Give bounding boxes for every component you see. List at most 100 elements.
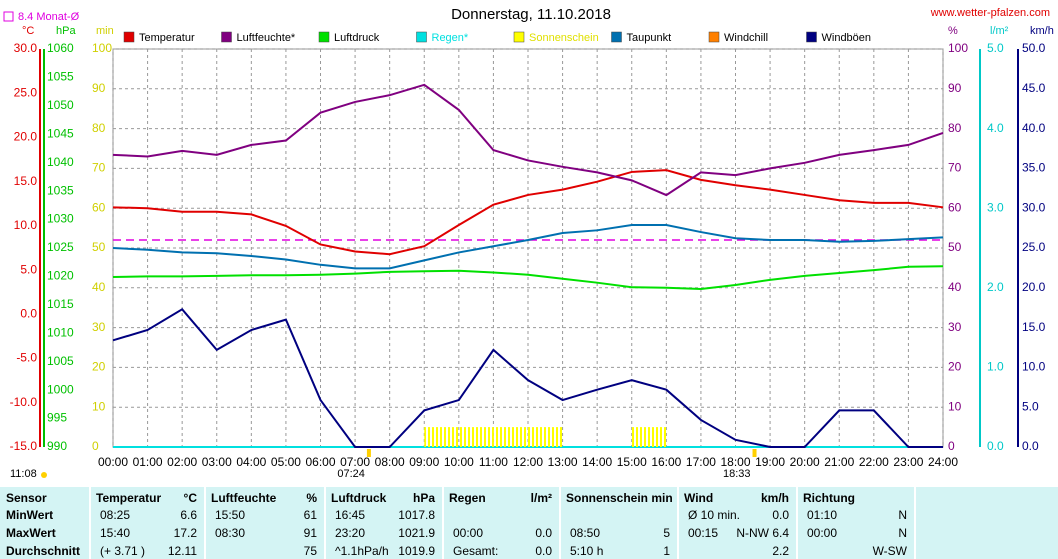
y-tick-label: 995: [47, 411, 67, 425]
table-cell: 6.6: [180, 508, 197, 522]
y-tick-label: 5.0: [1022, 399, 1039, 413]
legend-swatch: [806, 31, 817, 43]
sun-marker: [752, 449, 757, 457]
site-url: www.wetter-pfalzen.com: [930, 7, 1050, 19]
y-tick-label: 80: [92, 121, 106, 135]
y-tick-label: 45.0: [1022, 81, 1046, 95]
sunshine-bar: [458, 427, 494, 447]
x-tick-label: 08:00: [375, 455, 405, 469]
table-cell: 15:40: [100, 526, 130, 540]
x-tick-label: 23:00: [893, 455, 923, 469]
x-tick-label: 10:00: [444, 455, 474, 469]
sun-icon: [41, 472, 47, 478]
y-tick-label: 1020: [47, 269, 74, 283]
table-cell: 1021.9: [398, 526, 435, 540]
axis-unit: hPa: [56, 25, 76, 37]
sunshine-bar: [528, 427, 563, 447]
x-tick-label: 07:00: [340, 455, 370, 469]
legend-swatch: [221, 31, 232, 43]
table-header: Sonnenschein min: [566, 491, 673, 505]
y-tick-label: 4.0: [987, 121, 1004, 135]
y-tick-label: 10.0: [14, 218, 38, 232]
y-tick-label: 1010: [47, 325, 74, 339]
table-cell: 00:00: [453, 526, 483, 540]
y-tick-label: 100: [948, 41, 968, 55]
y-tick-label: 1005: [47, 354, 74, 368]
x-tick-label: 00:00: [98, 455, 128, 469]
table-cell: Ø 10 min.: [688, 508, 740, 522]
y-tick-label: 10: [948, 399, 962, 413]
y-tick-label: 40.0: [1022, 121, 1046, 135]
y-tick-label: 0.0: [987, 439, 1004, 453]
table-cell: 23:20: [335, 526, 365, 540]
monthly-average-icon: [3, 11, 14, 22]
y-tick-label: 5.0: [987, 41, 1004, 55]
x-tick-label: 16:00: [651, 455, 681, 469]
y-tick-label: 60: [948, 200, 962, 214]
y-tick-label: 90: [948, 81, 962, 95]
y-tick-label: 1040: [47, 155, 74, 169]
table-header: Regen: [449, 491, 486, 505]
y-tick-label: 5.0: [20, 262, 37, 276]
table-cell: W-SW: [873, 544, 908, 558]
y-tick-label: 80: [948, 121, 962, 135]
table-cell: 08:30: [215, 526, 245, 540]
legend-swatch: [513, 31, 525, 43]
x-tick-label: 18:00: [720, 455, 750, 469]
y-tick-label: -15.0: [10, 439, 38, 453]
table-cell: 15:50: [215, 508, 245, 522]
y-tick-label: 70: [948, 161, 962, 175]
table-header-unit: l/m²: [531, 491, 552, 505]
series-line: [112, 307, 943, 448]
y-tick-label: 60: [92, 200, 106, 214]
y-tick-label: 1015: [47, 297, 74, 311]
y-tick-label: -10.0: [10, 395, 38, 409]
table-cell: 0.0: [535, 526, 552, 540]
x-tick-label: 20:00: [790, 455, 820, 469]
series-line: [112, 83, 944, 197]
table-cell: 61: [304, 508, 318, 522]
sun-marker: [366, 449, 371, 457]
x-tick-label: 09:00: [409, 455, 439, 469]
sunshine-bar: [493, 427, 528, 447]
y-tick-label: 0: [92, 439, 99, 453]
chart-title: Donnerstag, 11.10.2018: [451, 6, 611, 23]
table-cell: ^1.1hPa/h: [335, 544, 389, 558]
x-tick-label: 12:00: [513, 455, 543, 469]
x-tick-label: 03:00: [202, 455, 232, 469]
x-tick-label: 02:00: [167, 455, 197, 469]
y-tick-label: 20: [92, 360, 106, 374]
y-tick-label: 1060: [47, 41, 74, 55]
y-tick-label: 20.0: [14, 130, 38, 144]
y-tick-label: 1030: [47, 212, 74, 226]
table-header-unit: hPa: [413, 491, 435, 505]
table-cell: N-NW 6.4: [736, 526, 789, 540]
y-tick-label: 1035: [47, 183, 74, 197]
legend-label: Temperatur: [139, 32, 195, 44]
y-tick-label: 20.0: [1022, 280, 1046, 294]
table-row-label: MaxWert: [6, 526, 56, 540]
sun-time: 07:24: [337, 468, 365, 480]
legend-label: Windchill: [724, 32, 768, 44]
y-tick-label: 20: [948, 360, 962, 374]
y-tick-label: 10: [92, 399, 106, 413]
table-cell: N: [898, 508, 907, 522]
table-header: Wind: [684, 491, 713, 505]
y-tick-label: 1.0: [987, 360, 1004, 374]
x-tick-label: 15:00: [617, 455, 647, 469]
x-tick-label: 01:00: [133, 455, 163, 469]
legend-swatch: [416, 31, 427, 43]
series-line: [112, 169, 944, 256]
monthly-average-label: 8.4 Monat-Ø: [18, 11, 80, 23]
y-tick-label: 50.0: [1022, 41, 1046, 55]
table-cell: 5: [663, 526, 670, 540]
x-tick-label: 17:00: [686, 455, 716, 469]
sunshine-bar: [631, 427, 667, 447]
x-tick-label: 13:00: [548, 455, 578, 469]
y-tick-label: 10.0: [1022, 360, 1046, 374]
y-tick-label: 70: [92, 161, 106, 175]
table-header: Sensor: [6, 491, 47, 505]
x-tick-label: 06:00: [305, 455, 335, 469]
table-row-label: MinWert: [6, 508, 53, 522]
table-cell: 91: [304, 526, 318, 540]
